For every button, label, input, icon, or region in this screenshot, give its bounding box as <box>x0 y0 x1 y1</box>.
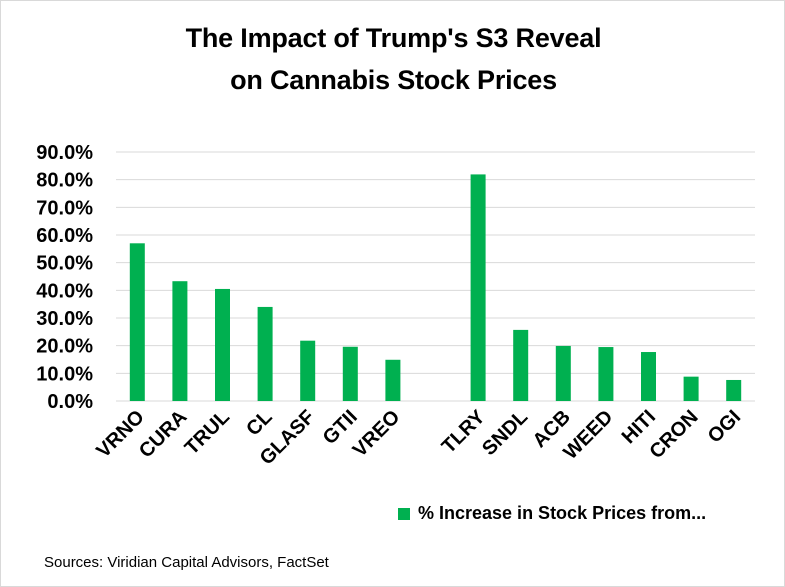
y-tick-label: 70.0% <box>36 197 93 219</box>
bar-gtii <box>342 346 358 401</box>
y-tick-label: 20.0% <box>36 336 93 358</box>
x-tick-label: VRNO <box>92 406 148 462</box>
bar-ogi <box>726 379 742 401</box>
bar-cura <box>172 281 188 401</box>
bar-chart: 0.0% 10.0% 20.0% 30.0% 40.0% 50.0% 60.0% 70.0% 8… <box>36 142 755 469</box>
y-tick-label: 40.0% <box>36 280 93 302</box>
bar-cl <box>257 306 273 401</box>
y-tick-label: 30.0% <box>36 308 93 330</box>
y-tick-label: 90.0% <box>36 142 93 164</box>
bar-tlry <box>470 174 486 401</box>
x-tick-label: CURA <box>135 406 191 462</box>
chart-legend: % Increase in Stock Prices from... <box>398 503 706 524</box>
bar-vreo <box>385 359 401 401</box>
x-tick-label: WEED <box>559 406 617 464</box>
x-tick-label: VREO <box>349 406 405 462</box>
x-tick-label: TLRY <box>438 406 490 458</box>
y-tick-label: 80.0% <box>36 170 93 192</box>
legend-label: % Increase in Stock Prices from... <box>418 503 707 523</box>
y-tick-label: 50.0% <box>36 253 93 275</box>
x-tick-label: SNDL <box>478 406 532 460</box>
bar-glasf <box>300 340 316 401</box>
bar-vrno <box>129 243 145 401</box>
y-tick-label: 0.0% <box>47 391 93 413</box>
x-tick-label: CRON <box>645 406 702 463</box>
chart-title-line-1: The Impact of Trump's S3 Reveal <box>185 23 602 53</box>
x-tick-label: OGI <box>704 406 745 447</box>
bar-acb <box>555 345 571 401</box>
chart-title-line-2: on Cannabis Stock Prices <box>230 65 557 95</box>
bar-trul <box>215 288 230 401</box>
legend-swatch <box>398 507 410 520</box>
y-tick-label: 10.0% <box>36 363 93 385</box>
bar-cron <box>683 376 699 401</box>
bar-weed <box>598 347 614 401</box>
x-tick-label: TRUL <box>181 406 234 459</box>
bar-sndl <box>513 329 529 401</box>
source-note: Sources: Viridian Capital Advisors, Fact… <box>44 554 329 571</box>
bar-hiti <box>641 352 656 401</box>
y-tick-label: 60.0% <box>36 225 93 247</box>
x-tick-label: CL <box>242 406 276 440</box>
